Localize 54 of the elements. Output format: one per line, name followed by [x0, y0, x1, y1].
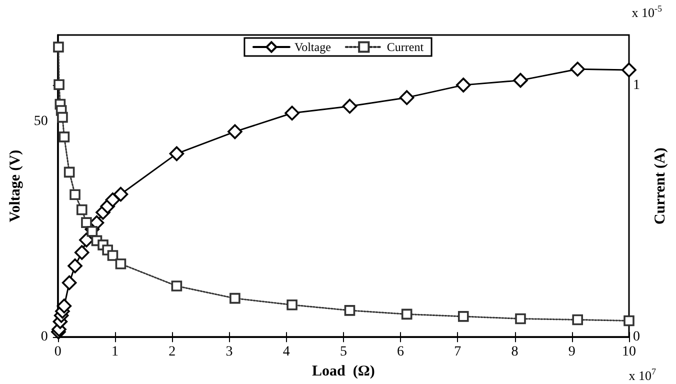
point: [169, 146, 184, 162]
x-tick-label: 5: [340, 344, 347, 360]
point: [344, 305, 356, 316]
x-tick-label: 9: [568, 344, 576, 360]
point: [171, 280, 182, 292]
point: [513, 72, 528, 88]
point: [76, 204, 88, 216]
point: [86, 226, 98, 237]
y2-axis-title: Current (A): [652, 148, 668, 224]
point: [624, 315, 634, 326]
point: [64, 166, 75, 178]
point: [62, 275, 77, 290]
x-tick-label: 8: [511, 344, 518, 360]
point: [342, 98, 358, 114]
point: [228, 124, 242, 140]
point: [53, 42, 64, 52]
point: [54, 79, 64, 90]
point: [570, 62, 585, 76]
point: [56, 298, 72, 314]
x-axis-title: Load (Ω): [312, 364, 375, 380]
x-tick-label: 0: [54, 344, 62, 360]
point: [401, 308, 412, 320]
legend-label: Current: [386, 40, 424, 54]
point: [622, 62, 636, 78]
point: [70, 189, 80, 200]
x-tick-label: 1: [112, 344, 119, 360]
point: [399, 90, 414, 105]
point: [458, 311, 469, 322]
x-tick-label: 7: [454, 344, 462, 360]
point: [284, 106, 300, 121]
point: [57, 112, 68, 123]
y-axis-title: Voltage (V): [8, 150, 24, 222]
y2-tick-label: 1: [633, 78, 640, 93]
point: [286, 299, 298, 310]
point: [230, 292, 240, 304]
y-tick-label: 50: [34, 114, 48, 129]
x-tick-label: 3: [226, 344, 233, 360]
y2-tick-label: 0: [633, 330, 640, 345]
point: [456, 78, 471, 92]
point: [81, 217, 92, 228]
point: [115, 258, 126, 270]
point: [58, 132, 70, 142]
point: [113, 186, 128, 202]
x-tick-label: 2: [168, 344, 176, 360]
point: [105, 192, 120, 208]
point: [68, 258, 82, 274]
point: [572, 314, 583, 326]
legend-label: Voltage: [294, 40, 331, 54]
x-tick-label: 4: [282, 344, 290, 360]
point: [515, 313, 526, 324]
point: [74, 245, 90, 260]
point: [107, 250, 118, 261]
x-tick-label: 6: [397, 344, 404, 360]
x-tick-label: 10: [622, 344, 636, 360]
